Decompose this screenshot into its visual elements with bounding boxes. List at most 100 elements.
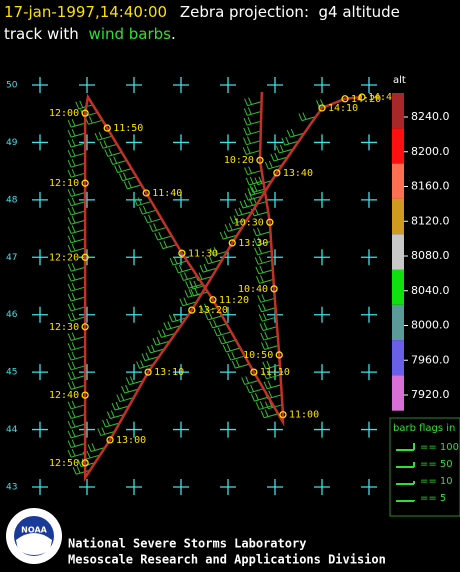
grid-cross xyxy=(173,191,189,208)
wind-barb xyxy=(67,410,86,419)
grid-cross xyxy=(361,134,377,151)
time-label: 11:10 xyxy=(260,367,290,378)
wind-barb xyxy=(209,319,227,329)
wind-barb xyxy=(179,297,198,307)
grid-cross xyxy=(79,364,95,381)
colorbar-swatch xyxy=(392,304,404,341)
wind-barb xyxy=(257,294,275,303)
wind-barb xyxy=(255,275,274,284)
grid-cross xyxy=(361,364,377,381)
colorbar-swatch xyxy=(392,198,404,235)
wind-barb xyxy=(67,282,86,292)
wind-barb xyxy=(114,164,132,174)
time-label: 10:50 xyxy=(243,350,273,361)
grid-cross xyxy=(126,77,142,93)
wind-barb xyxy=(281,136,299,146)
grid-cross xyxy=(314,364,330,381)
time-point xyxy=(81,109,89,117)
wind-barb xyxy=(157,329,176,338)
grid-cross xyxy=(126,249,142,266)
wind-barb xyxy=(163,321,182,331)
wind-barb xyxy=(67,429,86,439)
wind-barb xyxy=(298,112,317,122)
grid-cross xyxy=(314,77,330,93)
time-label: 10:40 xyxy=(238,284,268,295)
colorbar-label: 8120.0 xyxy=(411,214,450,227)
grid-cross xyxy=(361,191,377,208)
wind-barb xyxy=(152,336,171,346)
time-label: 12:40 xyxy=(49,390,79,401)
barb-legend-entry: == 10 xyxy=(420,476,453,487)
wind-barb xyxy=(94,131,113,141)
wind-barb xyxy=(67,312,86,322)
wind-barb xyxy=(253,237,272,246)
grid-cross xyxy=(361,249,377,266)
time-point xyxy=(358,93,366,101)
wind-barb xyxy=(263,370,281,380)
time-point xyxy=(228,239,236,247)
time-label: 11:40 xyxy=(152,188,182,199)
wind-barb xyxy=(121,384,139,394)
time-point xyxy=(188,306,196,314)
wind-barb xyxy=(275,144,294,154)
wind-barb xyxy=(123,180,142,190)
grid-cross xyxy=(314,249,330,266)
wind-barb xyxy=(67,342,86,351)
barb-legend-entry: == 5 xyxy=(420,493,446,504)
grid-cross xyxy=(79,421,95,438)
grid-cross xyxy=(220,134,236,151)
wind-barb xyxy=(99,140,118,149)
grid-cross xyxy=(32,191,48,208)
wind-barb xyxy=(263,380,282,390)
wind-barb xyxy=(111,401,130,411)
wind-barb xyxy=(144,214,162,224)
colorbar-swatch xyxy=(392,269,404,305)
colorbar-swatch xyxy=(392,340,404,376)
time-label: 12:20 xyxy=(49,252,79,263)
wind-barb xyxy=(67,225,86,234)
grid-cross xyxy=(267,249,283,266)
colorbar-swatch xyxy=(392,375,404,411)
wind-barb xyxy=(255,265,273,275)
time-label: 11:30 xyxy=(188,248,218,259)
wind-barb xyxy=(67,168,86,178)
grid-cross xyxy=(79,479,95,495)
wind-barb xyxy=(239,199,258,209)
grid-cross xyxy=(79,306,95,323)
grid-cross xyxy=(361,306,377,323)
footer-line: Mesoscale Research and Applications Divi… xyxy=(68,553,386,567)
grid-cross xyxy=(220,191,236,208)
colorbar-label: 8200.0 xyxy=(411,145,450,158)
colorbar-label: 8040.0 xyxy=(411,284,450,297)
grid-cross xyxy=(314,134,330,151)
wind-barb xyxy=(168,313,187,323)
grid-cross xyxy=(32,77,48,93)
wind-barb xyxy=(67,243,86,253)
grid-cross xyxy=(267,191,283,208)
wind-barb xyxy=(116,393,134,403)
time-point xyxy=(341,95,349,103)
time-label: 14:10 xyxy=(328,103,358,114)
wind-barb xyxy=(138,205,157,215)
grid-cross xyxy=(173,364,189,381)
barb-legend-symbol xyxy=(396,443,415,451)
grid-cross xyxy=(314,479,330,495)
barb-legend-title: barb flags in xyxy=(393,423,455,434)
wind-barb xyxy=(67,371,86,381)
wind-barb xyxy=(219,230,238,240)
colorbar-swatch xyxy=(392,93,404,129)
grid-cross xyxy=(361,479,377,495)
wind-barb xyxy=(67,188,86,197)
colorbar-label: 8080.0 xyxy=(411,249,450,262)
wind-barb xyxy=(67,439,86,448)
wind-barb xyxy=(231,359,250,369)
wind-barb xyxy=(141,352,160,362)
time-point xyxy=(318,104,326,112)
wind-barb xyxy=(254,256,273,265)
grid-cross xyxy=(79,249,95,266)
grid-cross xyxy=(361,77,377,93)
wind-barb xyxy=(255,401,274,410)
colorbar-swatch xyxy=(392,163,404,199)
wind-barb xyxy=(97,427,115,436)
